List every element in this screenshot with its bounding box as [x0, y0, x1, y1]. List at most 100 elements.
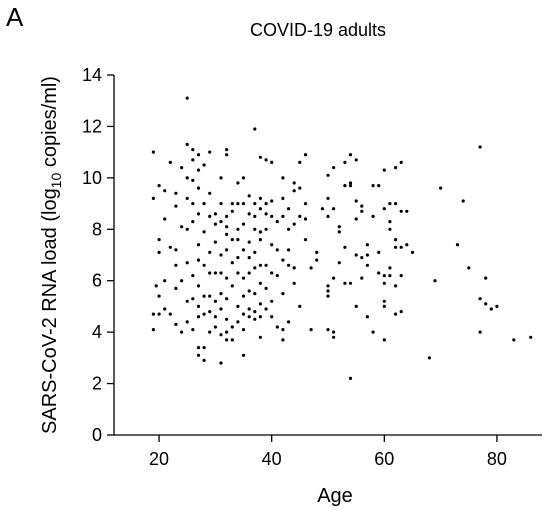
data-point [230, 202, 234, 206]
data-point [191, 148, 195, 152]
data-point [332, 335, 336, 339]
data-point [180, 166, 184, 170]
data-point [225, 248, 229, 252]
data-point [213, 212, 217, 216]
data-point [219, 292, 223, 296]
data-point [185, 261, 189, 265]
data-point [202, 358, 206, 362]
data-point [168, 312, 172, 316]
data-point [287, 320, 291, 324]
data-point [388, 220, 392, 224]
data-point [230, 325, 234, 329]
data-point [168, 160, 172, 164]
y-axis-label: SARS-CoV-2 RNA load (log10 copies/ml) [39, 76, 64, 434]
data-point [236, 304, 240, 308]
data-point [484, 276, 488, 280]
data-point [332, 207, 336, 211]
data-point [264, 212, 268, 216]
data-point [185, 299, 189, 303]
data-point [360, 276, 364, 280]
data-point [253, 127, 257, 131]
data-point [154, 284, 158, 288]
y-axis-label-main: SARS-CoV-2 RNA load (log [39, 188, 61, 434]
data-point [439, 186, 443, 190]
data-point [365, 315, 369, 319]
data-point [219, 271, 223, 275]
data-point [253, 266, 257, 270]
data-point [196, 212, 201, 216]
data-point [191, 220, 195, 224]
data-point [196, 186, 201, 190]
data-point [461, 199, 465, 203]
data-point [253, 317, 257, 321]
data-point [208, 294, 212, 298]
data-point [230, 338, 234, 342]
data-point [241, 176, 246, 180]
data-point [315, 250, 319, 254]
y-tick-label: 4 [92, 322, 102, 342]
data-point [219, 253, 223, 257]
data-point [191, 274, 195, 278]
y-tick-label: 0 [92, 425, 102, 445]
data-point [275, 220, 279, 224]
data-point [326, 284, 330, 288]
data-point [326, 214, 330, 218]
data-point [253, 250, 257, 254]
data-point [208, 250, 212, 254]
data-point [326, 196, 330, 200]
data-point [281, 214, 285, 218]
data-point [365, 253, 369, 257]
data-point [196, 243, 201, 247]
data-point [343, 160, 347, 164]
data-point [163, 307, 167, 311]
data-point [292, 266, 296, 270]
data-point [208, 150, 212, 154]
data-point [241, 276, 246, 280]
data-point [174, 263, 178, 267]
data-point [287, 263, 291, 267]
data-point [298, 214, 302, 218]
data-point [264, 307, 268, 311]
data-point [247, 212, 251, 216]
data-point [225, 232, 229, 236]
data-point [151, 328, 155, 332]
data-point [382, 274, 386, 278]
data-point [219, 361, 223, 365]
data-point [371, 214, 375, 218]
data-point [377, 184, 381, 188]
data-point [433, 279, 437, 283]
data-point [399, 274, 403, 278]
data-point [208, 271, 212, 275]
data-point [219, 202, 223, 206]
data-point [196, 153, 201, 157]
data-point [371, 184, 375, 188]
data-point [382, 304, 386, 308]
data-point [202, 163, 206, 167]
data-point [225, 338, 229, 342]
data-point [258, 302, 262, 306]
chart-title: COVID-19 adults [250, 20, 387, 40]
data-point [348, 153, 353, 157]
y-tick-label: 8 [92, 219, 102, 239]
data-point [405, 243, 409, 247]
data-point [337, 261, 341, 265]
data-point [180, 279, 184, 283]
data-point [394, 284, 398, 288]
data-point [247, 240, 251, 244]
data-point [270, 299, 274, 303]
data-point [236, 202, 240, 206]
data-point [253, 310, 257, 314]
data-point [326, 294, 330, 298]
data-point [225, 276, 229, 280]
data-point [343, 245, 347, 249]
data-point [191, 178, 195, 182]
data-point [163, 279, 167, 283]
data-point [270, 243, 274, 247]
data-point [163, 189, 167, 193]
data-point [185, 196, 189, 200]
data-point [157, 294, 161, 298]
data-point [281, 176, 285, 180]
data-point [264, 227, 268, 231]
data-point [196, 346, 201, 350]
data-point [219, 333, 223, 337]
